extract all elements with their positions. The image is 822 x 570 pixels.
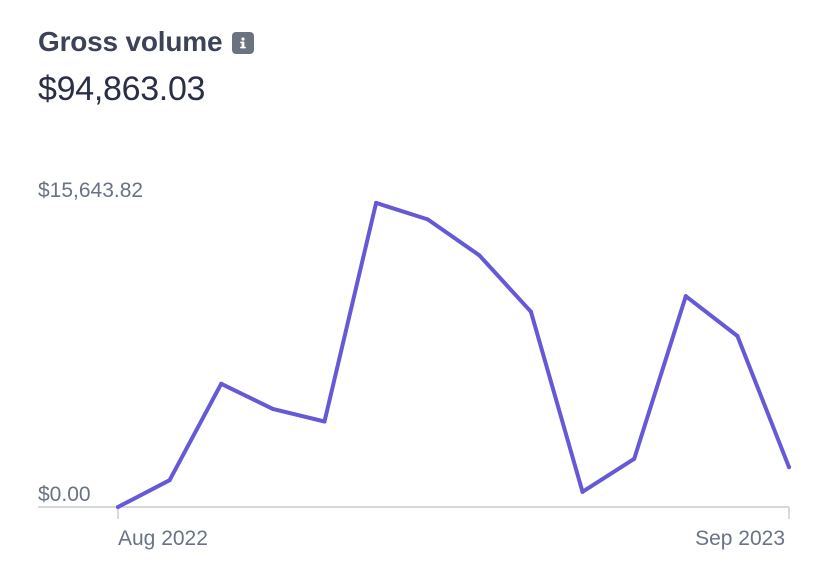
data-point-2022-12[interactable] — [322, 419, 327, 424]
x-tick-label-end: Sep 2023 — [695, 527, 785, 550]
data-point-2023-08[interactable] — [735, 333, 740, 338]
data-point-2023-04[interactable] — [528, 309, 533, 314]
chart-title: Gross volume — [38, 26, 223, 57]
data-point-2023-07[interactable] — [683, 294, 688, 299]
data-point-2022-11[interactable] — [270, 406, 275, 411]
chart-header: Gross volume $94,863.03 — [38, 26, 255, 109]
title-row: Gross volume — [38, 26, 255, 58]
data-point-2022-08[interactable] — [116, 505, 120, 509]
data-point-2023-06[interactable] — [632, 456, 637, 461]
data-point-2023-02[interactable] — [425, 217, 430, 222]
series-line-gross-volume — [116, 200, 791, 509]
info-glyph — [240, 37, 247, 49]
y-tick-label-min: $0.00 — [38, 483, 91, 506]
data-point-2022-09[interactable] — [167, 478, 172, 483]
info-icon[interactable] — [232, 32, 255, 54]
y-tick-label-max: $15,643.82 — [38, 179, 143, 202]
data-point-2023-05[interactable] — [580, 489, 585, 494]
x-tick-label-start: Aug 2022 — [118, 527, 208, 550]
data-point-2023-09[interactable] — [787, 465, 791, 470]
data-point-2023-03[interactable] — [477, 253, 482, 258]
gross-volume-amount: $94,863.03 — [38, 70, 206, 108]
data-point-2023-01[interactable] — [374, 200, 379, 205]
data-point-2022-10[interactable] — [219, 381, 224, 386]
data-points — [116, 200, 791, 509]
